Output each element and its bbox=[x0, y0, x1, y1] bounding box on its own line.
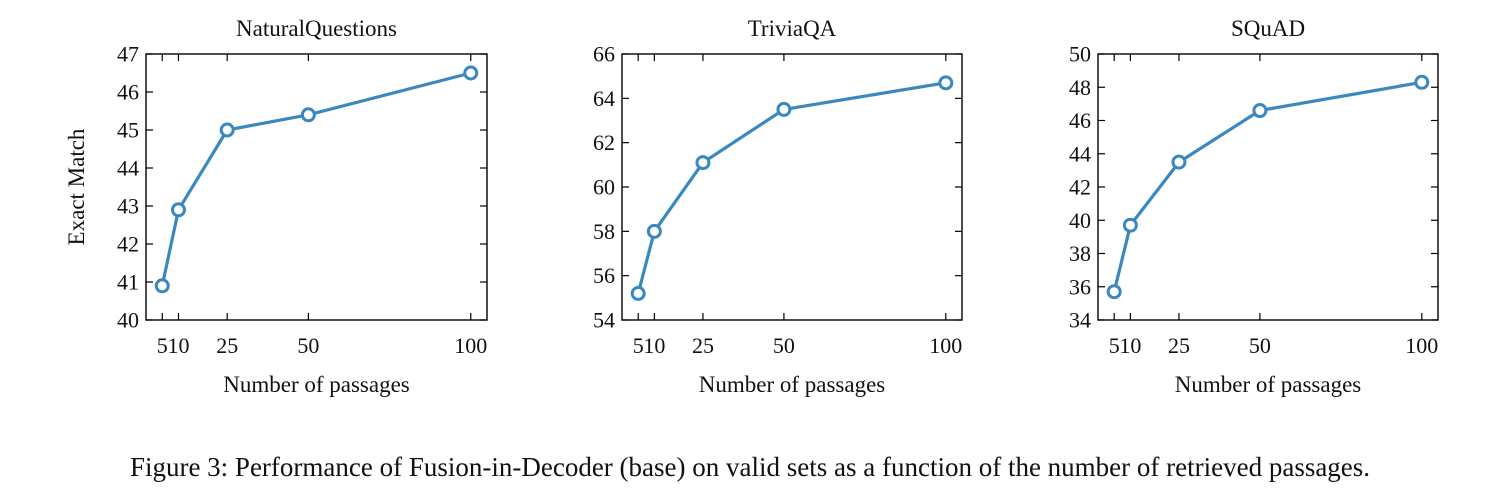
naturalquestions-ytick-label: 42 bbox=[117, 232, 139, 257]
triviaqa-ytick-label: 58 bbox=[593, 219, 615, 244]
triviaqa-data-point bbox=[695, 155, 711, 171]
naturalquestions-chart-title: NaturalQuestions bbox=[236, 16, 397, 41]
squad-ytick-label: 46 bbox=[1069, 108, 1091, 133]
naturalquestions-ytick-label: 43 bbox=[117, 194, 139, 219]
triviaqa-ytick-label: 64 bbox=[593, 86, 615, 111]
triviaqa-series-line bbox=[636, 81, 947, 294]
naturalquestions-data-point bbox=[219, 122, 235, 138]
naturalquestions-ytick-label: 41 bbox=[117, 270, 139, 295]
naturalquestions-xtick-label: 50 bbox=[297, 333, 319, 358]
squad-ytick-label: 44 bbox=[1069, 141, 1091, 166]
squad-ytick-label: 36 bbox=[1069, 274, 1091, 299]
chart-panel-triviaqa: 54 56 58 60 62 64 66 5 10 25 50 100 TriviaQA Number o… bbox=[593, 16, 963, 397]
squad-x-axis-label: Number of passages bbox=[1175, 372, 1362, 397]
naturalquestions-xtick-label: 25 bbox=[216, 333, 238, 358]
naturalquestions-xtick-label: 100 bbox=[454, 333, 487, 358]
triviaqa-plot-frame bbox=[621, 53, 963, 321]
triviaqa-data-point bbox=[776, 101, 792, 117]
naturalquestions-x-axis-label: Number of passages bbox=[223, 372, 410, 397]
naturalquestions-ytick-label: 44 bbox=[117, 156, 139, 181]
squad-ytick-label: 38 bbox=[1069, 241, 1091, 266]
figure-caption: Figure 3: Performance of Fusion-in-Decod… bbox=[129, 452, 1371, 482]
naturalquestions-data-point bbox=[170, 202, 186, 218]
naturalquestions-plot-frame bbox=[145, 53, 488, 321]
triviaqa-chart-title: TriviaQA bbox=[748, 16, 837, 41]
triviaqa-ytick-label: 66 bbox=[593, 42, 615, 67]
squad-data-point bbox=[1414, 74, 1430, 90]
naturalquestions-data-point bbox=[463, 65, 479, 81]
chart-panel-squad: 34 36 38 40 42 44 46 48 50 5 10 25 50 100 SQuAD Number … bbox=[1069, 16, 1439, 397]
naturalquestions-ytick-label: 45 bbox=[117, 118, 139, 143]
naturalquestions-ytick-label: 47 bbox=[117, 42, 139, 67]
squad-data-point bbox=[1171, 154, 1187, 170]
triviaqa-data-point bbox=[646, 223, 662, 239]
chart-panel-naturalquestions: 40 41 42 43 44 45 46 47 5 10 25 50 100 NaturalQuestio… bbox=[64, 16, 488, 397]
squad-chart-title: SQuAD bbox=[1231, 16, 1305, 41]
triviaqa-ytick-label: 60 bbox=[593, 175, 615, 200]
triviaqa-ytick-label: 56 bbox=[593, 263, 615, 288]
squad-ytick-label: 50 bbox=[1069, 42, 1091, 67]
triviaqa-xtick-label: 25 bbox=[692, 333, 714, 358]
squad-plot-frame bbox=[1097, 53, 1439, 321]
naturalquestions-xtick-label: 10 bbox=[167, 333, 189, 358]
squad-xtick-label: 50 bbox=[1249, 333, 1271, 358]
squad-xtick-label: 5 bbox=[1109, 333, 1120, 358]
squad-xtick-label: 10 bbox=[1119, 333, 1141, 358]
squad-ytick-label: 42 bbox=[1069, 175, 1091, 200]
naturalquestions-y-axis-label: Exact Match bbox=[64, 128, 89, 245]
triviaqa-data-point bbox=[938, 75, 954, 91]
triviaqa-ytick-label: 54 bbox=[593, 308, 615, 333]
naturalquestions-ytick-label: 40 bbox=[117, 308, 139, 333]
triviaqa-xtick-label: 50 bbox=[773, 333, 795, 358]
squad-data-point bbox=[1106, 284, 1122, 300]
naturalquestions-data-point bbox=[154, 278, 170, 294]
squad-ytick-label: 48 bbox=[1069, 75, 1091, 100]
squad-data-point bbox=[1122, 217, 1138, 233]
triviaqa-xtick-label: 10 bbox=[643, 333, 665, 358]
triviaqa-data-point bbox=[630, 285, 646, 301]
triviaqa-ytick-label: 62 bbox=[593, 130, 615, 155]
squad-ytick-label: 40 bbox=[1069, 208, 1091, 233]
naturalquestions-ytick-label: 46 bbox=[117, 80, 139, 105]
squad-xtick-label: 25 bbox=[1168, 333, 1190, 358]
squad-ytick-label: 34 bbox=[1069, 308, 1091, 333]
naturalquestions-series-line bbox=[160, 71, 472, 287]
triviaqa-xtick-label: 5 bbox=[633, 333, 644, 358]
squad-xtick-label: 100 bbox=[1405, 333, 1438, 358]
naturalquestions-xtick-label: 5 bbox=[157, 333, 168, 358]
triviaqa-xtick-label: 100 bbox=[929, 333, 962, 358]
squad-series-line bbox=[1112, 80, 1423, 293]
naturalquestions-data-point bbox=[300, 107, 316, 123]
squad-data-point bbox=[1252, 103, 1268, 119]
triviaqa-x-axis-label: Number of passages bbox=[699, 372, 886, 397]
